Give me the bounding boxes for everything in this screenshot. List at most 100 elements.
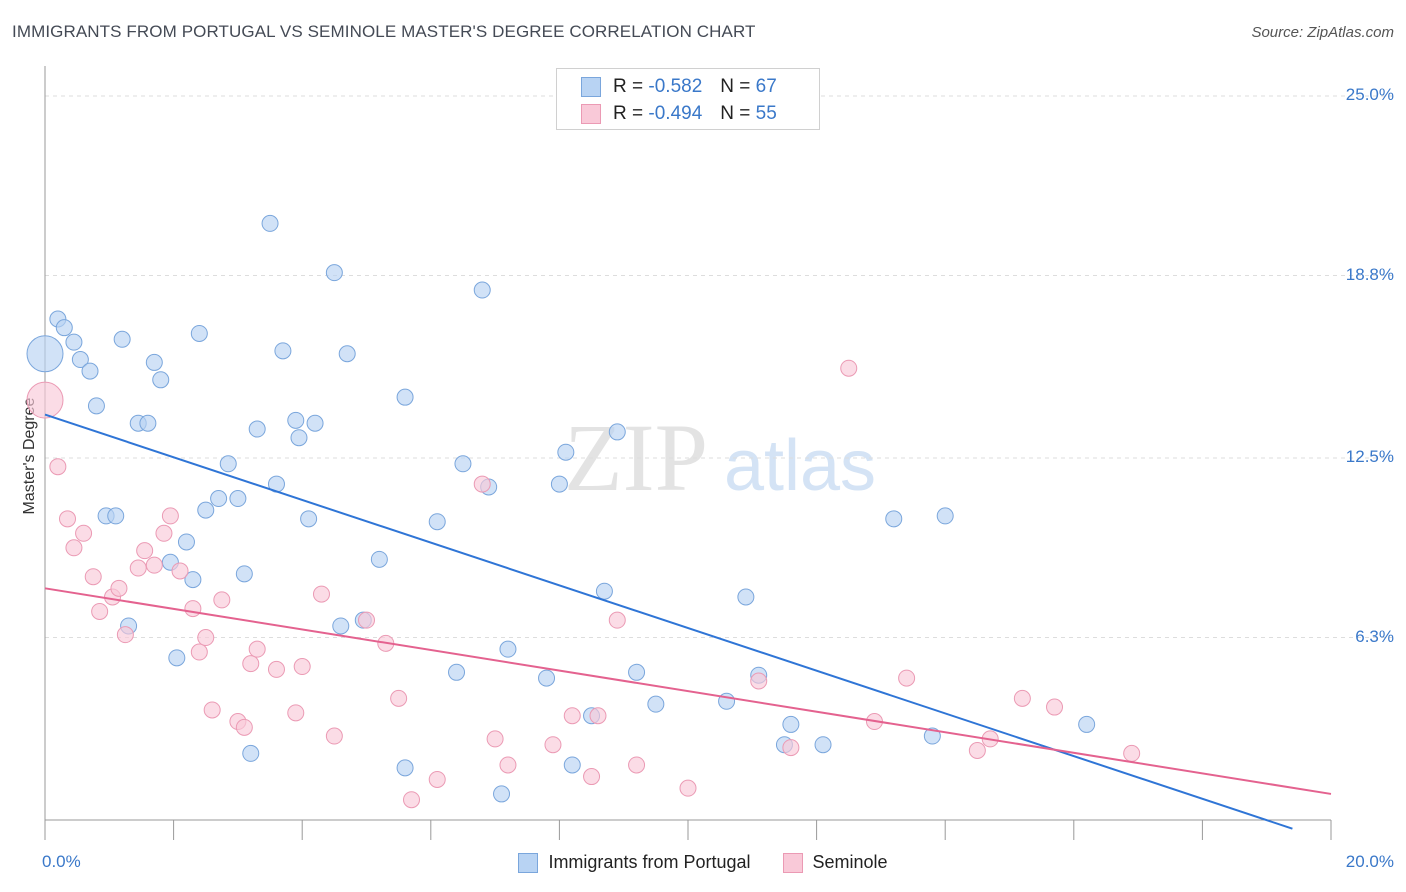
data-point-seminole: [898, 669, 916, 687]
data-point-portugal: [499, 640, 517, 658]
data-point-portugal: [168, 649, 186, 667]
legend-swatch-blue: [581, 77, 601, 97]
data-point-portugal: [782, 715, 800, 733]
data-point-portugal: [87, 397, 105, 415]
y-tick-label: 18.8%: [1345, 264, 1394, 284]
data-point-seminole: [65, 539, 83, 557]
data-point-portugal: [936, 507, 954, 525]
data-point-portugal: [608, 423, 626, 441]
data-point-portugal: [290, 429, 308, 447]
data-point-seminole: [190, 643, 208, 661]
legend-swatch-pink: [782, 852, 803, 873]
data-point-portugal: [563, 756, 581, 774]
n-value: 55: [755, 103, 777, 124]
data-point-portugal: [647, 695, 665, 713]
data-point-seminole: [968, 741, 986, 759]
data-point-seminole: [129, 559, 147, 577]
data-point-portugal: [184, 571, 202, 589]
data-point-portugal: [325, 264, 343, 282]
data-point-seminole: [486, 730, 504, 748]
data-point-portugal: [139, 414, 157, 432]
x-tick-label: 0.0%: [42, 852, 81, 871]
data-point-seminole: [136, 542, 154, 560]
r-value: -0.494: [648, 103, 703, 124]
data-point-portugal: [396, 388, 414, 406]
data-point-seminole: [155, 524, 173, 542]
data-point-portugal: [229, 490, 247, 508]
data-point-seminole: [390, 689, 408, 707]
data-point-portugal: [370, 550, 388, 568]
data-point-portugal: [396, 759, 414, 777]
data-point-seminole: [325, 727, 343, 745]
y-tick-label: 6.3%: [1355, 626, 1394, 646]
data-point-seminole: [171, 562, 189, 580]
data-point-portugal: [71, 351, 89, 369]
data-point-portugal: [923, 727, 941, 745]
data-point-portugal: [454, 455, 472, 473]
n-label: N =: [720, 76, 751, 97]
data-point-portugal: [332, 617, 350, 635]
data-point-portugal: [538, 669, 556, 687]
data-point-seminole: [287, 704, 305, 722]
data-point-portugal: [814, 736, 832, 754]
x-tick-label: 20.0%: [1345, 852, 1394, 871]
data-point-portugal: [248, 420, 266, 438]
data-point-seminole: [235, 718, 253, 736]
data-point-seminole: [49, 458, 67, 476]
trend-line-portugal: [44, 413, 1293, 830]
data-point-seminole: [1013, 689, 1031, 707]
data-point-portugal: [885, 510, 903, 528]
data-point-portugal: [190, 324, 208, 342]
data-point-portugal: [306, 414, 324, 432]
n-value: 67: [755, 76, 777, 97]
data-point-portugal: [473, 281, 491, 299]
watermark-atlas: atlas: [724, 426, 876, 506]
data-point-seminole: [213, 591, 231, 609]
data-point-portugal: [628, 663, 646, 681]
legend-label: Seminole: [812, 852, 888, 872]
chart-title: IMMIGRANTS FROM PORTUGAL VS SEMINOLE MAS…: [12, 22, 756, 41]
data-point-seminole: [116, 626, 134, 644]
data-point-seminole: [428, 770, 446, 788]
r-label: R =: [613, 103, 644, 124]
data-point-seminole: [312, 585, 330, 603]
trend-line-seminole: [44, 587, 1332, 795]
data-point-seminole: [267, 660, 285, 678]
correlation-legend: R = -0.582 N = 67 R = -0.494 N = 55: [556, 68, 820, 130]
data-point-portugal: [287, 411, 305, 429]
data-point-portugal: [242, 744, 260, 762]
data-point-portugal: [26, 335, 64, 373]
legend-swatch-pink: [581, 104, 601, 124]
data-point-seminole: [75, 524, 93, 542]
data-point-portugal: [338, 345, 356, 363]
data-point-portugal: [428, 513, 446, 531]
legend-item-seminole: Seminole: [782, 852, 888, 873]
data-point-seminole: [203, 701, 221, 719]
data-point-seminole: [184, 600, 202, 618]
data-point-seminole: [110, 579, 128, 597]
data-point-seminole: [26, 381, 64, 419]
data-point-portugal: [550, 475, 568, 493]
data-point-seminole: [1123, 744, 1141, 762]
data-point-portugal: [197, 501, 215, 519]
data-point-seminole: [84, 568, 102, 586]
data-point-seminole: [473, 475, 491, 493]
y-tick-label: 25.0%: [1345, 85, 1394, 104]
legend-label: Immigrants from Portugal: [548, 852, 751, 872]
legend-row-portugal: R = -0.582 N = 67: [581, 75, 777, 99]
data-point-portugal: [219, 455, 237, 473]
data-point-portugal: [235, 565, 253, 583]
data-point-seminole: [499, 756, 517, 774]
data-point-seminole: [1046, 698, 1064, 716]
data-point-portugal: [300, 510, 318, 528]
data-point-portugal: [81, 362, 99, 380]
data-point-seminole: [161, 507, 179, 525]
data-point-portugal: [595, 582, 613, 600]
data-point-portugal: [55, 319, 73, 337]
data-point-portugal: [210, 490, 228, 508]
data-point-portugal: [145, 353, 163, 371]
data-point-seminole: [248, 640, 266, 658]
data-point-seminole: [628, 756, 646, 774]
data-point-portugal: [107, 507, 125, 525]
data-point-portugal: [65, 333, 83, 351]
